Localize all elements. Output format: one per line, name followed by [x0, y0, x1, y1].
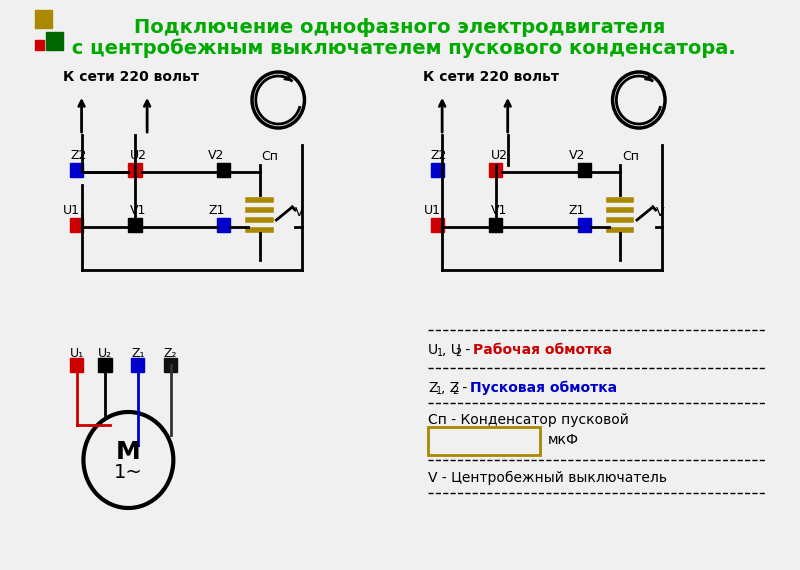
- Bar: [164, 358, 177, 372]
- Bar: [70, 163, 83, 177]
- Bar: [98, 358, 111, 372]
- Text: U₁: U₁: [70, 347, 84, 360]
- Text: 1: 1: [435, 386, 442, 396]
- Text: Cп: Cп: [622, 150, 639, 163]
- Text: Cп: Cп: [262, 150, 278, 163]
- Text: Z₂: Z₂: [164, 347, 178, 360]
- Text: -: -: [461, 343, 474, 357]
- Text: U2: U2: [491, 149, 508, 162]
- Text: 1: 1: [437, 348, 442, 358]
- Bar: [428, 427, 541, 455]
- Text: 2: 2: [453, 386, 458, 396]
- Text: мкФ: мкФ: [548, 433, 579, 447]
- Bar: [431, 163, 444, 177]
- Bar: [46, 32, 63, 50]
- Text: V2: V2: [569, 149, 585, 162]
- Text: V2: V2: [208, 149, 224, 162]
- Bar: [489, 218, 502, 232]
- Bar: [578, 218, 591, 232]
- Bar: [70, 358, 83, 372]
- Text: V1: V1: [130, 204, 146, 217]
- Bar: [70, 218, 83, 232]
- Bar: [218, 163, 230, 177]
- Text: V1: V1: [491, 204, 507, 217]
- Text: U1: U1: [63, 204, 80, 217]
- Text: 1~: 1~: [114, 462, 142, 482]
- Text: M: M: [116, 440, 141, 464]
- Text: , U: , U: [442, 343, 461, 357]
- Text: Z2: Z2: [70, 149, 86, 162]
- Bar: [128, 163, 142, 177]
- Bar: [218, 218, 230, 232]
- Bar: [128, 218, 142, 232]
- Text: Рабочая обмотка: Рабочая обмотка: [473, 343, 612, 357]
- Text: с центробежным выключателем пускового конденсатора.: с центробежным выключателем пускового ко…: [65, 38, 735, 58]
- Text: 2: 2: [455, 348, 462, 358]
- Text: Сп - Конденсатор пусковой: Сп - Конденсатор пусковой: [428, 413, 629, 427]
- Text: , Z: , Z: [442, 381, 459, 395]
- Text: Z2: Z2: [431, 149, 447, 162]
- Text: Подключение однофазного электродвигателя: Подключение однофазного электродвигателя: [134, 18, 666, 37]
- Text: Пусковая обмотка: Пусковая обмотка: [470, 381, 618, 395]
- Text: Z1: Z1: [208, 204, 224, 217]
- Text: Z1: Z1: [569, 204, 585, 217]
- Bar: [131, 358, 144, 372]
- Bar: [34, 40, 44, 50]
- Text: U₂: U₂: [98, 347, 112, 360]
- Text: -: -: [458, 381, 472, 395]
- Text: U: U: [428, 343, 438, 357]
- Text: U2: U2: [130, 149, 147, 162]
- Text: Z₁: Z₁: [131, 347, 145, 360]
- Bar: [431, 218, 444, 232]
- Text: Z: Z: [428, 381, 438, 395]
- Text: V: V: [656, 206, 664, 219]
- Bar: [578, 163, 591, 177]
- Text: V - Центробежный выключатель: V - Центробежный выключатель: [428, 471, 667, 485]
- Bar: [489, 163, 502, 177]
- Text: К сети 220 вольт: К сети 220 вольт: [63, 70, 199, 84]
- Text: V: V: [295, 206, 304, 219]
- Text: К сети 220 вольт: К сети 220 вольт: [423, 70, 559, 84]
- Bar: [34, 10, 51, 28]
- Text: U1: U1: [423, 204, 441, 217]
